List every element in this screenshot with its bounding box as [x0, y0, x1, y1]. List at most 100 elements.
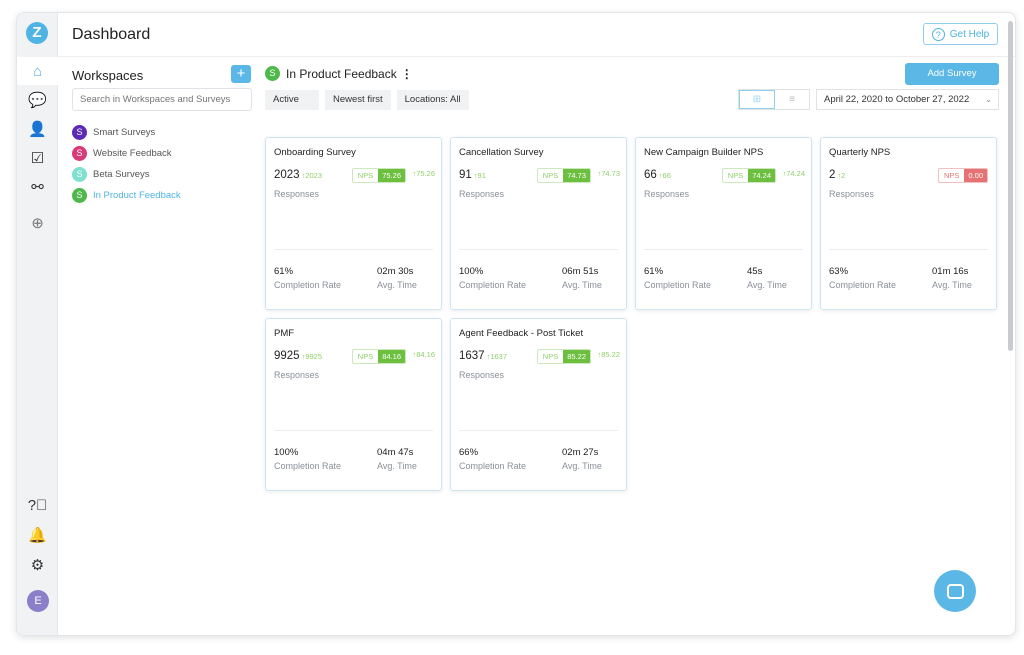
home-icon[interactable]: ⌂ [17, 57, 58, 85]
workspace-item[interactable]: S Website Feedback [72, 143, 181, 164]
workspace-name: In Product Feedback [286, 66, 397, 81]
survey-card[interactable]: Onboarding Survey 2023 ↑2023 Responses NP… [265, 137, 442, 310]
avg-time-value: 45s [747, 266, 763, 277]
workspace-item[interactable]: S Beta Surveys [72, 164, 181, 185]
chat-launcher-button[interactable] [934, 570, 976, 612]
add-survey-button[interactable]: Add Survey [905, 63, 999, 85]
workspace-label: Beta Surveys [93, 169, 150, 180]
completion-rate-value: 61% [644, 266, 664, 277]
responses-label: Responses [459, 189, 505, 199]
nps-badge: NPS 84.16 [351, 349, 406, 364]
logo[interactable]: Z [26, 22, 48, 44]
get-help-button[interactable]: ? Get Help [923, 23, 998, 45]
responses-label: Responses [274, 370, 320, 380]
user-icon[interactable]: 👤 [28, 121, 47, 138]
avg-time-label: Avg. Time [747, 280, 787, 290]
responses-delta: ↑1637 [486, 352, 508, 361]
chat-icon[interactable]: 💬 [28, 92, 47, 109]
completion-rate-label: Completion Rate [459, 461, 527, 471]
responses-delta: ↑2 [837, 171, 846, 180]
more-options-icon[interactable]: ⋮ [400, 66, 413, 81]
sort-filter[interactable]: Newest first [325, 90, 391, 110]
responses-count: 91 ↑91 [459, 169, 486, 181]
nps-label: NPS [357, 352, 374, 361]
avg-time-value: 06m 51s [562, 266, 599, 277]
add-workspace-button[interactable]: + [231, 65, 251, 83]
survey-card[interactable]: Quarterly NPS 2 ↑2 Responses NPS 0.00 63% … [820, 137, 997, 310]
calendar-check-icon[interactable]: ☑ [30, 150, 45, 167]
completion-rate-value: 63% [829, 266, 849, 277]
nps-badge: NPS 75.26 [351, 168, 406, 183]
avg-time-label: Avg. Time [377, 280, 417, 290]
workflow-icon[interactable]: ⚯ [31, 179, 44, 196]
nps-delta: ↑85.22 [597, 350, 620, 359]
header: Dashboard ? Get Help [58, 13, 1015, 57]
responses-count: 1637 ↑1637 [459, 350, 507, 362]
workspace-label: Smart Surveys [93, 127, 156, 138]
nps-badge: NPS 0.00 [937, 168, 988, 183]
workspace-badge: S [265, 66, 280, 81]
chevron-down-icon: ⌄ [985, 95, 992, 104]
avatar[interactable]: E [27, 590, 49, 612]
help-icon[interactable]: ?⃝ [27, 496, 48, 514]
list-view-icon[interactable]: ≡ [789, 94, 795, 105]
workspace-label: Website Feedback [93, 148, 172, 159]
nps-value: 74.73 [563, 169, 590, 182]
gear-icon[interactable]: ⚙ [30, 557, 45, 574]
get-help-label: Get Help [949, 28, 990, 40]
nps-value: 84.16 [378, 350, 405, 363]
locations-filter[interactable]: Locations: All [396, 90, 469, 110]
help-icon: ? [931, 27, 945, 41]
status-filter[interactable]: Active [265, 90, 319, 110]
nps-badge: NPS 85.22 [536, 349, 591, 364]
responses-value: 91 [459, 169, 472, 181]
survey-name[interactable]: Cancellation Survey [459, 147, 544, 158]
divider [829, 249, 988, 250]
nps-delta: ↑74.24 [782, 169, 805, 178]
responses-delta: ↑91 [473, 171, 486, 180]
nps-label: NPS [943, 171, 960, 180]
responses-delta: ↑2023 [301, 171, 323, 180]
nps-delta: ↑84.16 [412, 350, 435, 359]
bell-icon[interactable]: 🔔 [28, 527, 47, 544]
nps-label: NPS [357, 171, 374, 180]
workspaces-title: Workspaces [72, 68, 144, 83]
avg-time-value: 01m 16s [932, 266, 969, 277]
survey-name[interactable]: Onboarding Survey [274, 147, 356, 158]
scrollbar[interactable] [1008, 21, 1013, 351]
add-icon[interactable]: ⊕ [31, 215, 44, 232]
avg-time-label: Avg. Time [377, 461, 417, 471]
date-range-select[interactable]: April 22, 2020 to October 27, 2022 ⌄ [816, 89, 999, 110]
nps-delta: ↑74.73 [597, 169, 620, 178]
workspace-item[interactable]: S In Product Feedback [72, 185, 181, 206]
survey-card[interactable]: New Campaign Builder NPS 66 ↑66 Responses… [635, 137, 812, 310]
responses-count: 9925 ↑9925 [274, 350, 322, 362]
avg-time-label: Avg. Time [562, 280, 602, 290]
responses-value: 66 [644, 169, 657, 181]
survey-card[interactable]: Cancellation Survey 91 ↑91 Responses NPS 7… [450, 137, 627, 310]
app-window: Z ⌂ 💬 👤 ☑ ⚯ ⊕ ?⃝ 🔔 ⚙ E Dashboard ? Get He… [16, 12, 1016, 636]
completion-rate-value: 61% [274, 266, 294, 277]
divider [459, 249, 618, 250]
avg-time-label: Avg. Time [562, 461, 602, 471]
responses-label: Responses [274, 189, 320, 199]
survey-name[interactable]: New Campaign Builder NPS [644, 147, 764, 158]
divider [274, 430, 433, 431]
survey-card[interactable]: PMF 9925 ↑9925 Responses NPS 84.16 ↑84.16 … [265, 318, 442, 491]
nps-value: 0.00 [964, 169, 987, 182]
survey-name[interactable]: PMF [274, 328, 295, 339]
nps-badge: NPS 74.24 [721, 168, 776, 183]
responses-value: 2 [829, 169, 836, 181]
workspace-header: S In Product Feedback ⋮ [265, 66, 413, 81]
workspace-item[interactable]: S Smart Surveys [72, 122, 181, 143]
survey-name[interactable]: Agent Feedback - Post Ticket [459, 328, 584, 339]
completion-rate-label: Completion Rate [829, 280, 897, 290]
survey-card[interactable]: Agent Feedback - Post Ticket 1637 ↑1637 R… [450, 318, 627, 491]
completion-rate-value: 100% [274, 447, 299, 458]
responses-delta: ↑9925 [301, 352, 323, 361]
search-input[interactable] [72, 88, 252, 111]
chat-icon [946, 583, 964, 599]
nps-value: 74.24 [748, 169, 775, 182]
survey-name[interactable]: Quarterly NPS [829, 147, 891, 158]
grid-view-icon[interactable]: ⊞ [739, 90, 775, 109]
